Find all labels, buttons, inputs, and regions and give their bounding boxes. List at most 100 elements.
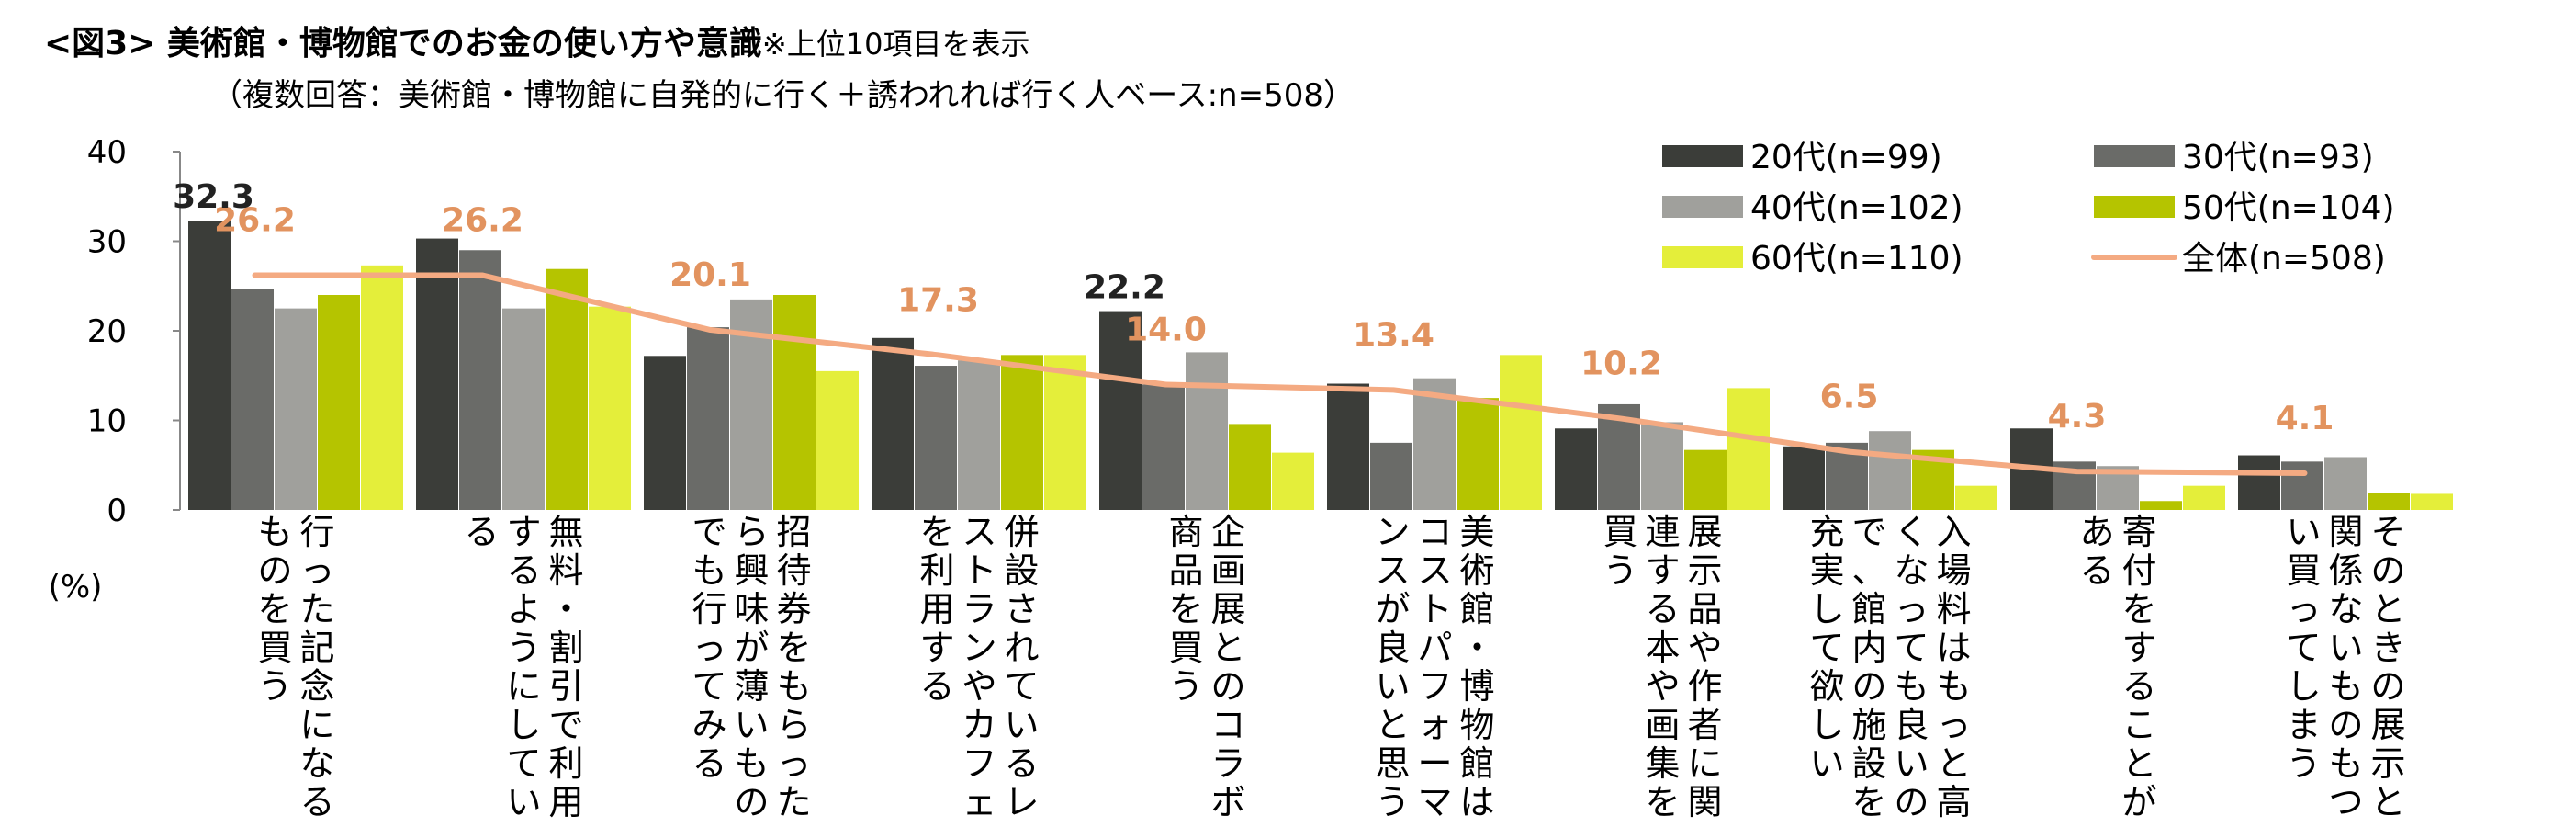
category-label-char: 利 — [548, 743, 583, 784]
category-label-char: が — [734, 628, 769, 668]
category-label-column: 買う — [1603, 512, 1637, 591]
category-label-char: っ — [776, 743, 811, 784]
category-label-char: 料 — [548, 550, 583, 591]
bar — [1044, 355, 1086, 510]
category-label-char: た — [776, 782, 811, 822]
bar — [2411, 493, 2453, 510]
category-label-char: う — [257, 666, 292, 707]
category-label-column: 展示品や作者に関 — [1687, 512, 1722, 822]
category-label-char: 行 — [299, 512, 334, 552]
category-label-column: 入場料はもっと高 — [1936, 512, 1971, 822]
category-label-char: や — [1645, 666, 1680, 707]
category-label-char: っ — [692, 628, 726, 668]
category-label-char: い — [1004, 705, 1039, 745]
category-label-char: レ — [1004, 782, 1039, 822]
category-label-char: 内 — [1851, 628, 1886, 668]
category-label-char: れ — [1004, 628, 1039, 668]
category-label-char: ー — [1417, 743, 1452, 784]
category-label-char: 施 — [1851, 705, 1886, 745]
category-label-column: するようにしてい — [506, 512, 541, 822]
bar — [2238, 455, 2280, 510]
category-label-char: を — [2121, 589, 2156, 629]
category-label-column: い買ってしまう — [2286, 512, 2321, 784]
category-label-char: い — [1809, 743, 1844, 784]
bar — [1783, 446, 1825, 510]
category-label-char: 場 — [1936, 550, 1971, 591]
category-label-char: る — [299, 782, 334, 822]
category-label-column: 無料・割引で利用 — [548, 512, 583, 822]
category-label-char: を — [776, 628, 811, 668]
legend-swatch — [1662, 196, 1743, 218]
bar — [1186, 352, 1228, 510]
category-label-char: と — [2121, 743, 2156, 784]
bar — [2183, 485, 2225, 510]
category-label-char: と — [2370, 589, 2405, 629]
bar — [502, 308, 545, 510]
category-label-char: が — [1375, 589, 1410, 629]
category-label-char: コ — [1417, 512, 1452, 552]
bar — [1457, 398, 1499, 510]
category-label-char: ラ — [1210, 743, 1245, 784]
category-label-char: い — [2286, 512, 2321, 552]
legend-swatch — [2094, 145, 2175, 167]
bars — [188, 221, 2453, 510]
category-label-char: の — [1851, 666, 1886, 707]
bar — [1641, 422, 1683, 510]
category-label-char: の — [2328, 705, 2363, 745]
category-label-char: い — [1894, 743, 1929, 784]
category-label-char: 設 — [1851, 743, 1886, 784]
overall-value-label: 26.2 — [214, 202, 296, 240]
chart-subtitle: （複数回答：美術館・博物館に自発的に行く＋誘われれば行く人ベース:n=508） — [211, 77, 1355, 114]
overall-value-label: 26.2 — [442, 202, 523, 240]
category-label-char: ・ — [548, 589, 583, 629]
category-label-char: が — [2121, 782, 2156, 822]
category-label-char: い — [1375, 666, 1410, 707]
category-label-char: 画 — [1210, 550, 1245, 591]
category-label-column: ストランやカフェ — [962, 512, 996, 822]
category-label-char: っ — [1894, 589, 1929, 629]
category-label-char: の — [1894, 782, 1929, 822]
category-label-char: う — [1375, 782, 1410, 822]
category-label-char: 良 — [1894, 705, 1929, 745]
bar — [416, 238, 458, 510]
category-label-char: 高 — [1936, 782, 1971, 822]
category-label-char: は — [1936, 628, 1971, 668]
bar — [2140, 501, 2182, 510]
category-label-char: る — [919, 666, 954, 707]
category-label-char: う — [1168, 666, 1203, 707]
category-label-char: 館 — [1459, 589, 1494, 629]
bar — [589, 306, 631, 510]
category-label-char: 良 — [1375, 628, 1410, 668]
category-label-column: ものを買う — [257, 512, 292, 707]
category-label-column: 行った記念になる — [299, 512, 334, 822]
category-label-char: も — [1936, 666, 1971, 707]
bar — [1370, 442, 1412, 510]
category-label-char: の — [257, 550, 292, 591]
category-label-char: る — [2079, 550, 2114, 591]
category-label-char: す — [919, 628, 954, 668]
category-label-char: る — [1645, 589, 1680, 629]
legend-swatch — [2094, 196, 2175, 218]
category-label-char: マ — [1417, 782, 1452, 822]
category-label-char: あ — [2079, 512, 2114, 552]
category-label-column: ある — [2079, 512, 2114, 591]
category-label-char: フ — [1417, 666, 1452, 707]
category-label-char: ス — [1375, 550, 1410, 591]
category-label-char: 画 — [1645, 705, 1680, 745]
category-label-char: 集 — [1645, 743, 1680, 784]
category-label-char: 念 — [299, 666, 334, 707]
category-label-char: 展 — [2370, 705, 2405, 745]
category-label-column: ら興味が薄いもの — [734, 512, 769, 822]
category-label-char: 入 — [1936, 512, 1971, 552]
category-label-char: も — [2328, 666, 2363, 707]
category-label-char: い — [506, 782, 541, 822]
category-label-char: パ — [1417, 628, 1452, 668]
bar — [2281, 461, 2323, 510]
category-label-char: て — [506, 743, 541, 784]
category-label-char: 充 — [1809, 512, 1844, 552]
category-label-char: す — [2121, 628, 2156, 668]
category-label-char: ト — [962, 550, 996, 591]
